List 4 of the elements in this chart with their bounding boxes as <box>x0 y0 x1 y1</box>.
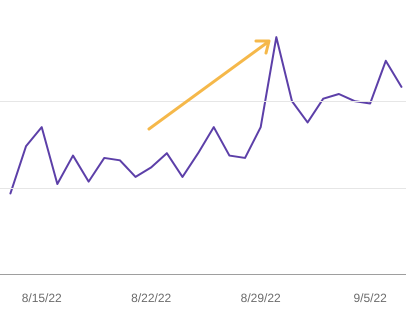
x-tick-label: 8/15/22 <box>22 291 62 305</box>
x-tick-label: 8/22/22 <box>131 291 172 305</box>
x-tick-label: 9/5/22 <box>353 291 388 305</box>
x-tick-label: 8/29/22 <box>240 291 282 305</box>
